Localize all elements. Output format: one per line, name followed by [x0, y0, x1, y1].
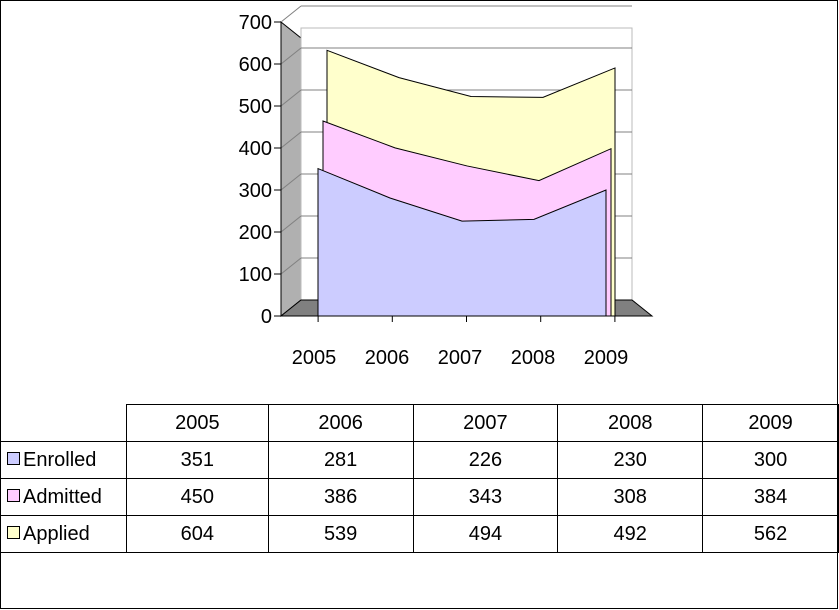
table-column-header: 2007	[412, 404, 559, 442]
legend-entry: Enrolled	[0, 441, 127, 479]
legend-label: Enrolled	[23, 448, 97, 471]
table-corner	[0, 404, 127, 442]
y-tick-label: 600	[239, 54, 272, 76]
y-tick-label: 200	[239, 222, 272, 244]
table-cell: 226	[412, 441, 559, 479]
table-row: Applied 604 539 494 492 562	[0, 515, 839, 553]
table-cell: 351	[125, 441, 269, 479]
table-cell: 562	[702, 515, 839, 553]
legend-swatch	[7, 488, 20, 502]
table-column-header: 2006	[267, 404, 414, 442]
table-column-header: 2009	[702, 404, 839, 442]
side-gridline	[280, 5, 302, 23]
area-enrolled	[317, 167, 607, 317]
table-cell: 230	[557, 441, 704, 479]
side-gridline	[280, 47, 302, 65]
y-tick-label: 0	[261, 306, 272, 328]
table-row: Enrolled 351 281 226 230 300	[0, 441, 839, 479]
side-gridline	[280, 215, 302, 233]
x-tick-label: 2007	[438, 347, 483, 369]
legend-label: Applied	[23, 522, 90, 545]
x-tick-label: 2005	[292, 347, 337, 369]
legend-entry: Applied	[0, 515, 127, 553]
table-cell: 494	[412, 515, 559, 553]
table-column-header: 2005	[125, 404, 269, 442]
area-chart-3d: 0 100 200 300 400 500 600 700 2005 2006 2007 2008 2…	[239, 5, 654, 369]
y-tick-label: 400	[239, 138, 272, 160]
x-tick-label: 2008	[511, 347, 556, 369]
table-cell: 386	[267, 478, 414, 516]
table-row: Admitted 450 386 343 308 384	[0, 478, 839, 516]
table-cell: 450	[125, 478, 269, 516]
table-cell: 604	[125, 515, 269, 553]
table-header-row: 2005 2006 2007 2008 2009	[0, 404, 839, 442]
legend-swatch	[7, 451, 20, 465]
table-cell: 281	[267, 441, 414, 479]
y-tick-label: 700	[239, 12, 272, 34]
side-gridline	[280, 257, 302, 275]
table-cell: 384	[702, 478, 839, 516]
side-gridline	[280, 89, 302, 107]
table-cell: 343	[412, 478, 559, 516]
legend-entry: Admitted	[0, 478, 127, 516]
side-gridline	[280, 173, 302, 191]
legend-label: Admitted	[23, 485, 102, 508]
side-gridline	[280, 131, 302, 149]
y-tick-label: 300	[239, 180, 272, 202]
data-table: 2005 2006 2007 2008 2009 Enrolled 351 281 226 230…	[0, 404, 839, 553]
y-tick-label: 500	[239, 96, 272, 118]
y-tick-label: 100	[239, 264, 272, 286]
x-tick-label: 2006	[365, 347, 410, 369]
table-column-header: 2008	[557, 404, 704, 442]
table-cell: 308	[557, 478, 704, 516]
x-tick-label: 2009	[584, 347, 629, 369]
legend-swatch	[7, 525, 20, 539]
table-cell: 492	[557, 515, 704, 553]
table-cell: 300	[702, 441, 839, 479]
table-cell: 539	[267, 515, 414, 553]
